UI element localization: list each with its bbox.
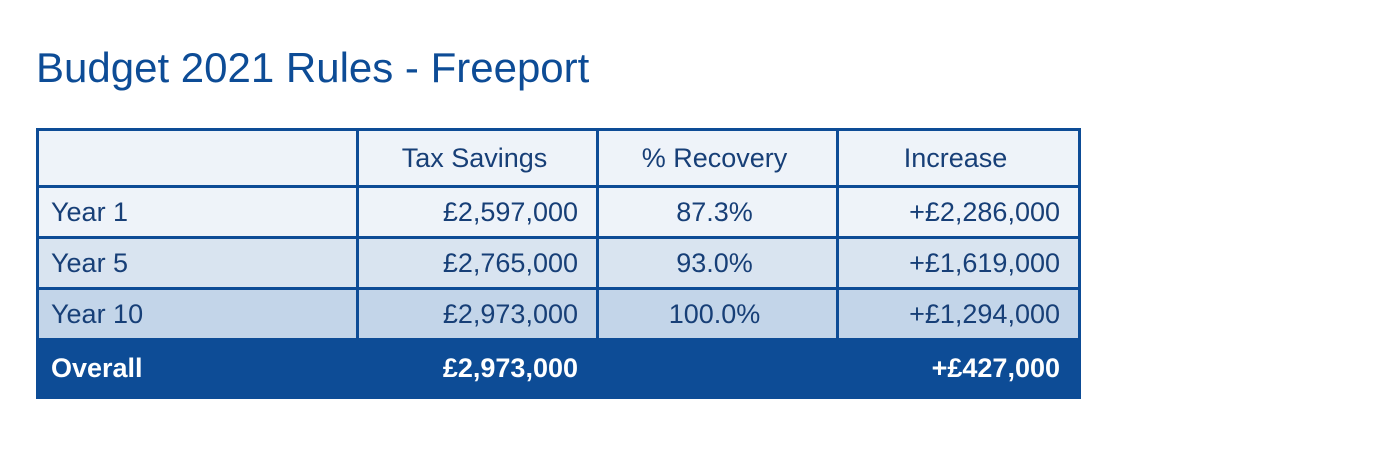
row-label: Year 5: [36, 236, 359, 290]
tax-savings-cell: £2,973,000: [356, 287, 599, 341]
budget-table: Tax Savings % Recovery Increase Year 1 £…: [36, 128, 1081, 399]
recovery-cell: 87.3%: [596, 185, 839, 239]
total-recovery-cell: [596, 338, 839, 399]
increase-cell: +£1,294,000: [836, 287, 1081, 341]
row-label: Year 1: [36, 185, 359, 239]
total-increase-cell: +£427,000: [836, 338, 1081, 399]
table-row: Year 1 £2,597,000 87.3% +£2,286,000: [36, 185, 1081, 239]
total-row: Overall £2,973,000 +£427,000: [36, 338, 1081, 399]
increase-cell: +£1,619,000: [836, 236, 1081, 290]
total-label: Overall: [36, 338, 359, 399]
column-header-recovery: % Recovery: [596, 128, 839, 188]
column-header-empty: [36, 128, 359, 188]
increase-cell: +£2,286,000: [836, 185, 1081, 239]
column-header-increase: Increase: [836, 128, 1081, 188]
page-title: Budget 2021 Rules - Freeport: [36, 44, 590, 91]
column-header-tax-savings: Tax Savings: [356, 128, 599, 188]
tax-savings-cell: £2,765,000: [356, 236, 599, 290]
table-header-row: Tax Savings % Recovery Increase: [36, 128, 1081, 188]
tax-savings-cell: £2,597,000: [356, 185, 599, 239]
total-tax-savings-cell: £2,973,000: [356, 338, 599, 399]
recovery-cell: 100.0%: [596, 287, 839, 341]
recovery-cell: 93.0%: [596, 236, 839, 290]
table-row: Year 5 £2,765,000 93.0% +£1,619,000: [36, 236, 1081, 290]
table-row: Year 10 £2,973,000 100.0% +£1,294,000: [36, 287, 1081, 341]
row-label: Year 10: [36, 287, 359, 341]
